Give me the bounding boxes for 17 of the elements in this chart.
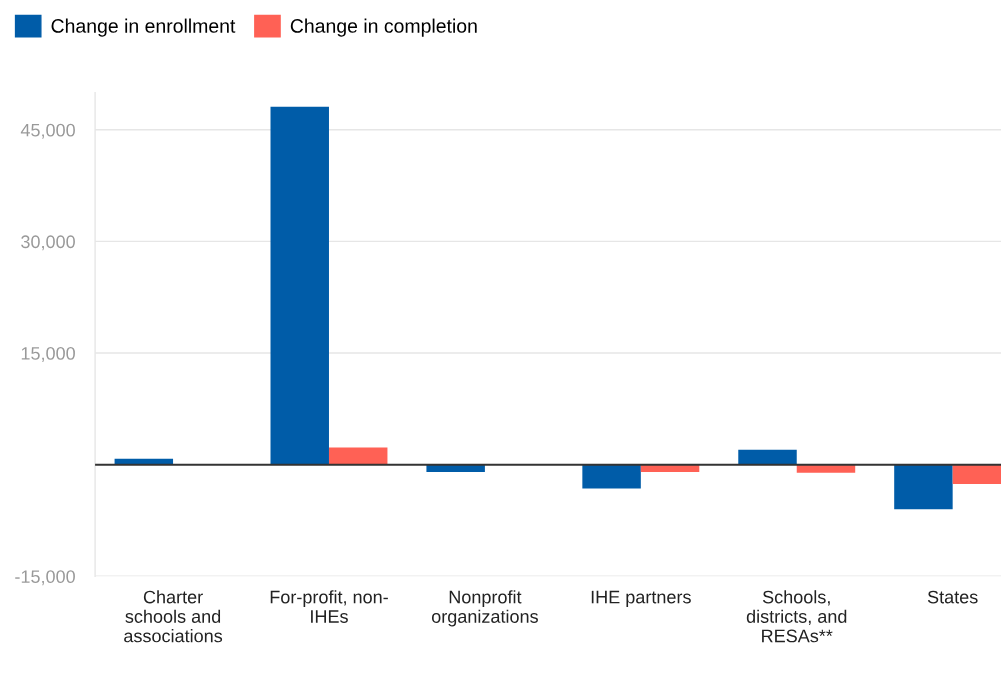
x-tick-label: States [927, 590, 978, 604]
bar [582, 464, 641, 489]
x-tick-label: Schools, districts, and RESAs** [746, 590, 847, 643]
bar [738, 449, 797, 465]
y-tick-label: 30,000 [21, 235, 75, 251]
bar [270, 106, 329, 465]
x-tick-label: Charter schools and associations [124, 590, 223, 643]
y-tick-label: 45,000 [20, 123, 75, 139]
bar [328, 447, 388, 465]
y-tick-label: 15,000 [21, 346, 75, 362]
x-tick-label: Nonprofit organizations [431, 590, 538, 627]
x-tick-label: IHE partners [591, 590, 691, 608]
y-tick-label: -15,000 [15, 570, 75, 586]
legend-label: Change in enrollment [51, 18, 236, 37]
x-tick-label: For-profit, non- IHEs [270, 590, 388, 623]
bar [894, 464, 953, 510]
legend-label: Change in completion [290, 18, 477, 37]
